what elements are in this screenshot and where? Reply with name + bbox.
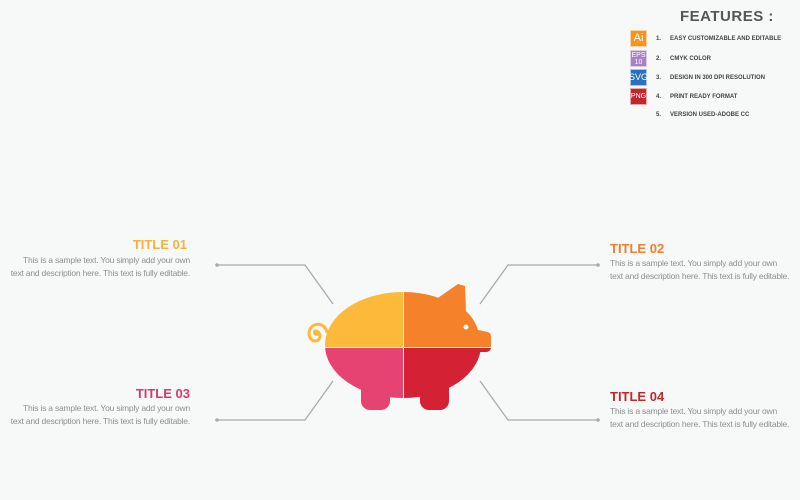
connector-lines — [217, 264, 598, 421]
connector-title-03 — [217, 380, 334, 421]
description-04: This is a sample text. You simply add yo… — [610, 406, 790, 429]
feature-number: 2. — [656, 55, 662, 62]
svg-file-icon: SVG — [629, 69, 648, 86]
title-04: TITLE 04 — [610, 389, 665, 404]
connector-title-04 — [479, 380, 598, 421]
feature-number: 3. — [656, 74, 662, 81]
feature-item: EPS 10 2. CMYK COLOR — [630, 49, 711, 68]
description-02: This is a sample text. You simply add yo… — [610, 258, 790, 281]
feature-text: VERSION USED-ADOBE CC — [670, 111, 750, 118]
title-02: TITLE 02 — [610, 241, 665, 256]
feature-number: 5. — [656, 111, 662, 118]
pig-eye — [463, 324, 469, 330]
feature-text: DESIGN IN 300 DPI RESOLUTION — [670, 74, 766, 81]
feature-item: SVG 3. DESIGN IN 300 DPI RESOLUTION — [629, 68, 766, 87]
png-file-icon: PNG — [630, 88, 647, 105]
title-03: TITLE 03 — [135, 386, 190, 401]
feature-text: PRINT READY FORMAT — [670, 93, 738, 100]
description-03: This is a sample text. You simply add yo… — [10, 403, 190, 426]
pig-tail-icon — [307, 322, 329, 343]
feature-text: EASY CUSTOMIZABLE AND EDITABLE — [670, 35, 782, 42]
ai-file-icon: Ai — [630, 30, 647, 47]
title-01: TITLE 01 — [132, 237, 187, 252]
connector-title-01 — [217, 264, 334, 305]
feature-number: 4. — [656, 93, 662, 100]
eps-file-icon: EPS 10 — [630, 50, 647, 67]
features-title: FEATURES : — [680, 8, 774, 25]
connector-title-02 — [479, 264, 598, 305]
feature-item: PNG 4. PRINT READY FORMAT — [630, 87, 737, 106]
description-01: This is a sample text. You simply add yo… — [10, 255, 190, 278]
feature-text: CMYK COLOR — [670, 55, 711, 62]
feature-number: 1. — [656, 35, 662, 42]
feature-item: Ai 1. EASY CUSTOMIZABLE AND EDITABLE — [630, 29, 781, 48]
feature-item: 5. VERSION USED-ADOBE CC — [630, 105, 749, 124]
